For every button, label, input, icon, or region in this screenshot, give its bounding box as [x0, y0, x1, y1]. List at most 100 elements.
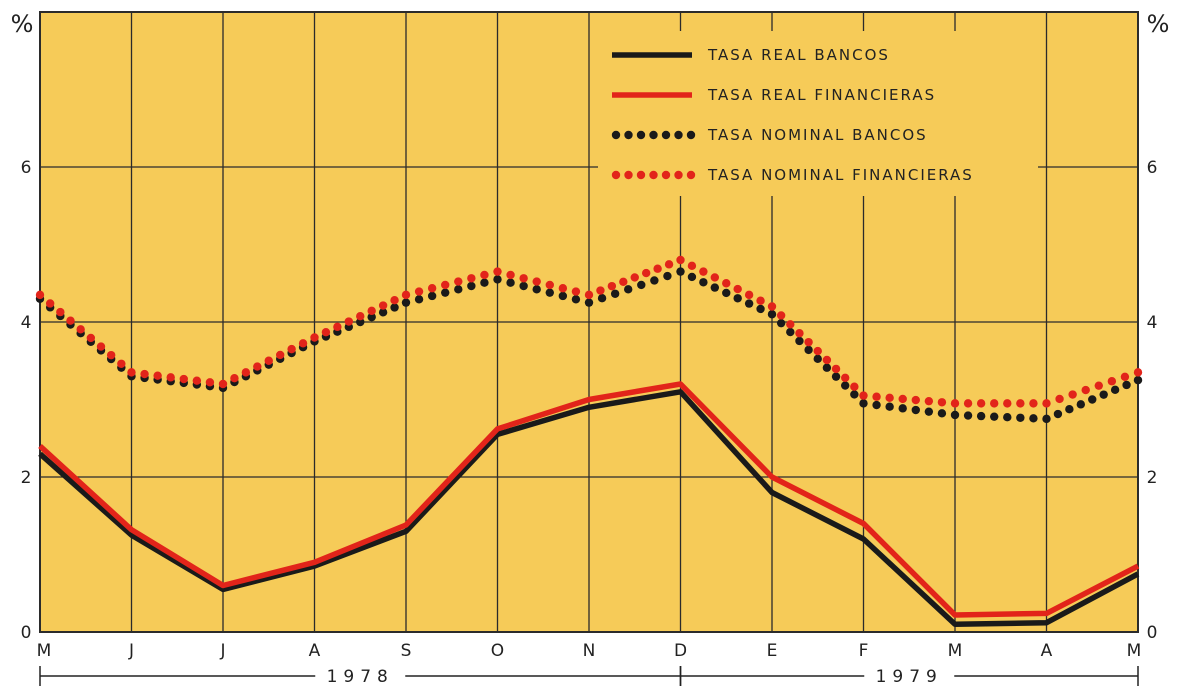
series-tasa-nominal-financieras-dot	[193, 376, 201, 384]
series-tasa-nominal-financieras-point	[36, 291, 44, 299]
series-tasa-nominal-financieras-dot	[722, 279, 730, 287]
series-tasa-nominal-bancos-dot	[1065, 405, 1073, 413]
series-tasa-nominal-bancos-dot	[699, 278, 707, 286]
series-tasa-nominal-bancos-dot	[506, 278, 514, 286]
series-tasa-nominal-financieras-dot	[333, 323, 341, 331]
series-tasa-nominal-financieras-dot	[299, 339, 307, 347]
series-tasa-nominal-bancos-dot	[938, 409, 946, 417]
series-tasa-nominal-financieras-point	[402, 291, 410, 299]
x-tick-label: M	[37, 641, 52, 661]
legend-swatch-dot-tasa-nominal-bancos	[637, 131, 645, 139]
series-tasa-nominal-bancos-dot	[533, 285, 541, 293]
series-tasa-nominal-financieras-dot	[1029, 399, 1037, 407]
x-tick-label: O	[491, 641, 504, 661]
series-tasa-nominal-financieras-dot	[899, 395, 907, 403]
series-tasa-nominal-bancos-dot	[990, 412, 998, 420]
series-tasa-nominal-financieras-point	[493, 267, 501, 275]
series-tasa-nominal-bancos-dot	[756, 305, 764, 313]
legend-swatch-dot-tasa-nominal-bancos	[674, 131, 682, 139]
series-tasa-nominal-financieras-dot	[745, 291, 753, 299]
series-tasa-nominal-bancos-dot	[733, 294, 741, 302]
series-tasa-nominal-bancos-dot	[841, 381, 849, 389]
x-tick-label: M	[1127, 641, 1142, 661]
series-tasa-nominal-bancos-point	[493, 275, 501, 283]
series-tasa-nominal-financieras-point	[768, 302, 776, 310]
series-tasa-nominal-bancos-dot	[711, 283, 719, 291]
series-tasa-nominal-financieras-dot	[454, 277, 462, 285]
series-tasa-nominal-financieras-dot	[699, 267, 707, 275]
series-tasa-nominal-financieras-dot	[441, 281, 449, 289]
series-tasa-nominal-financieras-dot	[1055, 395, 1063, 403]
series-tasa-nominal-financieras-dot	[107, 351, 115, 359]
series-tasa-nominal-bancos-point	[859, 399, 867, 407]
series-tasa-nominal-financieras-dot	[167, 373, 175, 381]
series-tasa-nominal-financieras-dot	[795, 329, 803, 337]
series-tasa-nominal-financieras-dot	[180, 375, 188, 383]
series-tasa-nominal-financieras-point	[585, 291, 593, 299]
series-tasa-nominal-financieras-point	[1042, 399, 1050, 407]
y-tick-label-left: 2	[21, 468, 32, 488]
legend-swatch-dot-tasa-nominal-financieras	[624, 171, 632, 179]
x-tick-label: A	[1041, 641, 1053, 661]
series-tasa-nominal-bancos-dot	[814, 355, 822, 363]
series-tasa-nominal-bancos-dot	[899, 404, 907, 412]
series-tasa-nominal-financieras-dot	[1095, 381, 1103, 389]
legend-label-tasa-nominal-bancos: TASA NOMINAL BANCOS	[707, 126, 928, 144]
legend-swatch-dot-tasa-nominal-financieras	[612, 171, 620, 179]
series-tasa-nominal-bancos-dot	[722, 289, 730, 297]
series-tasa-nominal-financieras-dot	[559, 284, 567, 292]
series-tasa-nominal-financieras-point	[127, 368, 135, 376]
series-tasa-nominal-bancos-dot	[688, 273, 696, 281]
series-tasa-nominal-financieras-dot	[415, 287, 423, 295]
series-tasa-nominal-financieras-dot	[665, 260, 673, 268]
legend-label-tasa-real-financieras: TASA REAL FINANCIERAS	[707, 86, 936, 104]
series-tasa-nominal-bancos-dot	[441, 288, 449, 296]
y-tick-label-left: 4	[21, 313, 32, 333]
series-tasa-nominal-bancos-dot	[546, 288, 554, 296]
series-tasa-nominal-bancos-dot	[519, 282, 527, 290]
series-tasa-nominal-bancos-dot	[912, 406, 920, 414]
series-tasa-nominal-financieras-dot	[1121, 373, 1129, 381]
series-tasa-nominal-bancos-dot	[415, 295, 423, 303]
series-tasa-nominal-financieras-dot	[777, 311, 785, 319]
series-tasa-nominal-financieras-dot	[46, 299, 54, 307]
series-tasa-nominal-financieras-dot	[1068, 390, 1076, 398]
series-tasa-nominal-bancos-dot	[1077, 400, 1085, 408]
series-tasa-nominal-financieras-dot	[756, 296, 764, 304]
series-tasa-nominal-financieras-point	[219, 380, 227, 388]
series-tasa-nominal-bancos-point	[402, 298, 410, 306]
legend-swatch-dot-tasa-nominal-financieras	[674, 171, 682, 179]
series-tasa-nominal-financieras-dot	[345, 317, 353, 325]
series-tasa-nominal-financieras-dot	[841, 374, 849, 382]
y-tick-label-right: 6	[1147, 158, 1158, 178]
series-tasa-nominal-financieras-dot	[653, 265, 661, 273]
series-tasa-nominal-financieras-dot	[990, 399, 998, 407]
series-tasa-nominal-bancos-dot	[745, 299, 753, 307]
series-tasa-nominal-bancos-dot	[1029, 414, 1037, 422]
series-tasa-nominal-financieras-dot	[153, 371, 161, 379]
series-tasa-nominal-bancos-dot	[1088, 395, 1096, 403]
series-tasa-nominal-financieras-dot	[642, 269, 650, 277]
series-tasa-nominal-bancos-dot	[454, 285, 462, 293]
legend-swatch-dot-tasa-nominal-bancos	[687, 131, 695, 139]
x-tick-label: M	[948, 641, 963, 661]
series-tasa-nominal-financieras-dot	[733, 285, 741, 293]
x-tick-label: E	[767, 641, 778, 661]
legend-swatch-dot-tasa-nominal-bancos	[649, 131, 657, 139]
series-tasa-nominal-financieras-point	[676, 256, 684, 264]
series-tasa-nominal-financieras-dot	[76, 325, 84, 333]
series-tasa-nominal-bancos-dot	[428, 292, 436, 300]
series-tasa-nominal-financieras-dot	[964, 399, 972, 407]
legend-swatch-dot-tasa-nominal-financieras	[637, 171, 645, 179]
series-tasa-nominal-financieras-dot	[287, 345, 295, 353]
series-tasa-nominal-financieras-dot	[230, 374, 238, 382]
series-tasa-nominal-bancos-dot	[650, 276, 658, 284]
series-tasa-nominal-financieras-dot	[1108, 377, 1116, 385]
series-tasa-nominal-financieras-dot	[619, 278, 627, 286]
series-tasa-nominal-financieras-dot	[480, 271, 488, 279]
series-tasa-nominal-financieras-dot	[506, 271, 514, 279]
y-tick-label-right: 0	[1147, 623, 1158, 643]
series-tasa-nominal-financieras-dot	[379, 301, 387, 309]
series-tasa-nominal-bancos-dot	[624, 285, 632, 293]
series-tasa-nominal-financieras-dot	[711, 273, 719, 281]
